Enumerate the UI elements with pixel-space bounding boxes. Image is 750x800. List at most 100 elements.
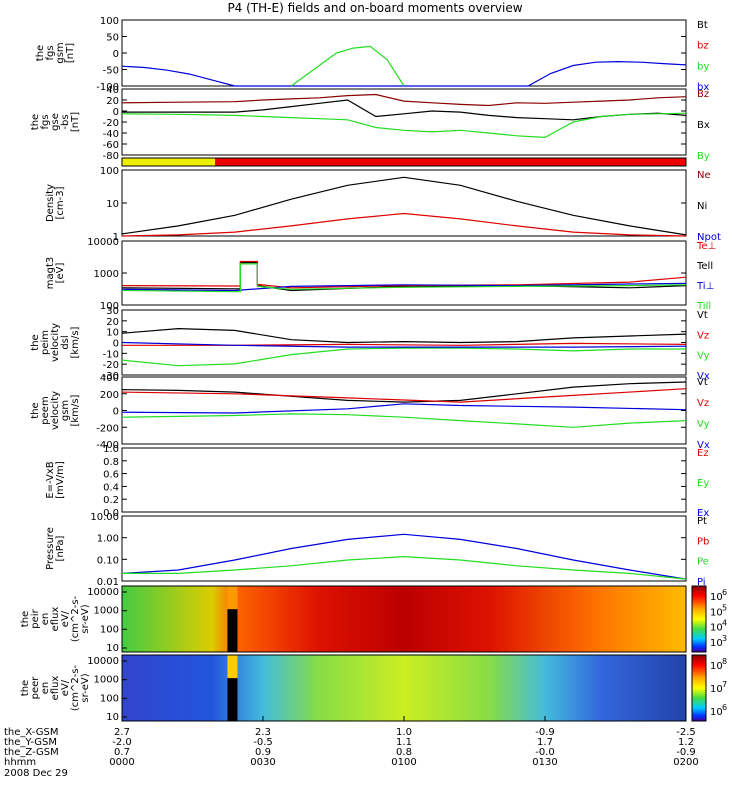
y-tick-label: 100 — [100, 166, 119, 177]
legend-entry: Vt — [697, 310, 708, 321]
y-axis-label: magt3 — [45, 257, 56, 290]
colorbar-label: 10 — [710, 623, 723, 634]
y-axis-label: the — [30, 114, 41, 130]
y-axis-label: [nT] — [70, 112, 81, 132]
x-axis-row-label: the_Y-GSM — [4, 737, 57, 748]
y-tick-label: 100 — [100, 16, 119, 27]
series-line-Vt — [121, 327, 687, 344]
spectrogram-gap — [227, 609, 238, 652]
y-tick-label: 1.0 — [103, 444, 119, 455]
series-line-Till — [121, 263, 687, 293]
y-tick-label: 0.10 — [97, 555, 119, 566]
y-axis-label: peer — [30, 676, 41, 700]
y-axis-label: sr-eV) — [80, 604, 91, 633]
legend-entry: Bt — [697, 20, 708, 31]
series-line-Vx — [121, 341, 687, 348]
legend-entry: bx — [697, 82, 709, 93]
colorbar-label: 10 — [710, 707, 723, 718]
legend-entry: Vy — [697, 351, 710, 362]
y-axis-label: gse — [50, 113, 61, 131]
y-tick-label: 30 — [106, 306, 119, 317]
y-axis-label: -bs — [60, 114, 71, 129]
y-axis-label: peim — [40, 330, 51, 355]
series-line-bx — [121, 60, 687, 87]
date-label: 2008 Dec 29 — [4, 768, 68, 779]
legend-entry: Vt — [697, 377, 708, 388]
legend-entry: Vz — [697, 330, 709, 341]
y-axis-label: peir — [30, 608, 41, 628]
y-axis-label: (cm^2-s- — [70, 595, 81, 642]
colorbar-label: 10 — [710, 592, 723, 603]
y-axis-label: [mV/m] — [55, 461, 66, 499]
x-axis-row-label: the_X-GSM — [4, 727, 58, 738]
colorbar-exponent: 6 — [722, 588, 727, 597]
y-tick-label: 0 — [113, 107, 119, 118]
colorbar — [691, 585, 707, 653]
y-axis-label: eflux — [50, 607, 61, 632]
y-tick-label: 200 — [100, 390, 119, 401]
legend-entry: Pt — [697, 516, 707, 527]
y-tick-label: 0.8 — [103, 457, 119, 468]
legend-entry: Ey — [697, 478, 709, 489]
y-tick-label: 0 — [113, 407, 119, 418]
x-tick-label: 1.1 — [396, 737, 412, 748]
y-tick-label: 0.0 — [103, 508, 119, 519]
x-tick-label: 0030 — [250, 757, 275, 768]
y-axis-label: the — [35, 45, 46, 61]
colorbar-exponent: 8 — [722, 657, 727, 666]
y-tick-label: 400 — [100, 373, 119, 384]
legend-entry: Vx — [697, 440, 710, 451]
y-tick-label: 10 — [106, 643, 119, 654]
spectrogram-frame — [121, 585, 687, 653]
y-tick-label: 0.6 — [103, 470, 119, 481]
y-tick-label: 1000 — [94, 675, 119, 686]
y-tick-label: 40 — [106, 85, 119, 96]
y-axis-label: en — [40, 613, 51, 626]
x-tick-label: 0.7 — [114, 747, 130, 758]
y-axis-label: E=-VxB — [45, 461, 56, 498]
series-line-Bz — [121, 93, 687, 107]
y-axis-label: eV/ — [60, 610, 71, 627]
y-tick-label: 10 — [106, 712, 119, 723]
legend-entry: Ex — [697, 508, 709, 519]
y-axis-label: [nPa] — [55, 535, 66, 561]
legend-entry: Pe — [697, 557, 709, 568]
panel-frame — [121, 19, 687, 87]
y-tick-label: 0 — [113, 49, 119, 60]
y-axis-label: [eV] — [55, 263, 66, 284]
y-axis-label: [km/s] — [70, 394, 81, 426]
y-tick-label: 1.00 — [97, 534, 119, 545]
y-axis-label: Density — [45, 184, 56, 222]
legend-entry: Till — [696, 301, 711, 312]
series-line-Ne — [121, 212, 687, 237]
y-axis-label: the — [30, 334, 41, 350]
y-tick-label: 100 — [100, 301, 119, 312]
y-axis-label: velocity — [50, 323, 61, 362]
series-line-Ni — [121, 176, 687, 236]
legend-entry: Bz — [697, 89, 709, 100]
x-tick-label: -2.0 — [112, 737, 132, 748]
y-axis-label: peem — [40, 396, 51, 424]
colorbar-exponent: 4 — [722, 619, 727, 628]
legend-entry: by — [697, 61, 709, 72]
y-axis-label: gsm — [60, 400, 71, 421]
colorbar-label: 10 — [710, 607, 723, 618]
x-tick-label: -0.9 — [676, 747, 696, 758]
x-tick-label: 2.7 — [114, 727, 130, 738]
colorbar-label: 10 — [710, 661, 723, 672]
y-tick-label: 0.4 — [103, 482, 119, 493]
series-line-Vt — [121, 381, 687, 403]
y-tick-label: 10 — [106, 199, 119, 210]
x-tick-label: 1.0 — [396, 727, 412, 738]
series-line-Pe — [122, 555, 687, 580]
y-axis-label: eV/ — [60, 679, 71, 696]
x-tick-label: 0130 — [532, 757, 557, 768]
y-tick-label: 0 — [113, 339, 119, 350]
y-tick-label: 0.2 — [103, 495, 119, 506]
colorbar-exponent: 6 — [722, 703, 727, 712]
legend-entry: Bx — [697, 120, 710, 131]
y-tick-label: -30 — [103, 371, 119, 382]
y-tick-label: -400 — [96, 440, 119, 451]
x-tick-label: 0100 — [391, 757, 416, 768]
y-axis-label: sr-eV) — [80, 673, 91, 702]
